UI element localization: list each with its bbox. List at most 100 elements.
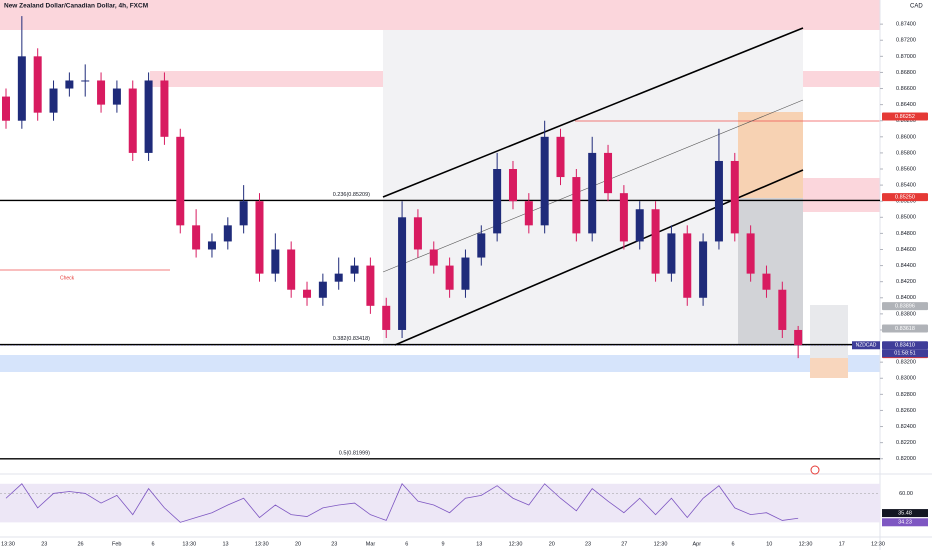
y-tick-label: 0.85200: [896, 199, 916, 205]
fib-label: 0.236(0.85209): [333, 192, 370, 198]
y-tick-label: 0.82600: [896, 408, 916, 414]
y-tick-label: 0.84800: [896, 231, 916, 237]
y-tick-label: 0.86800: [896, 70, 916, 76]
candle-body: [604, 152, 613, 194]
y-tick-label: 0.84000: [896, 295, 916, 301]
rsi-tag: [882, 509, 928, 518]
rsi-tick-label: 60.00: [899, 491, 913, 497]
x-tick-label: 6: [731, 541, 734, 547]
x-tick-label: 6: [405, 541, 408, 547]
symbol-tag: [852, 341, 880, 350]
channel-upper: [382, 27, 804, 198]
candle-body: [318, 281, 327, 298]
y-tick-label: 0.87400: [896, 22, 916, 28]
x-tick-label: 13:30: [1, 541, 15, 547]
candle-body: [477, 233, 486, 258]
x-tick-label: 20: [295, 541, 301, 547]
candle-body: [619, 193, 628, 242]
candle-body: [239, 201, 248, 226]
y-tick-label: 0.87000: [896, 54, 916, 60]
candle-body: [794, 329, 803, 346]
price-tag-label: 0.86252: [895, 114, 915, 120]
y-tick-label: 0.86400: [896, 102, 916, 108]
x-tick-label: 13: [222, 541, 228, 547]
x-tick-label: 23: [331, 541, 337, 547]
candle-body: [81, 80, 90, 82]
y-tick-label: 0.82000: [896, 456, 916, 462]
price-tag-label: 0.83618: [895, 326, 915, 332]
x-tick-label: 23: [585, 541, 591, 547]
candle-body: [112, 88, 121, 105]
candle-body: [651, 209, 660, 274]
rsi-tag: [882, 518, 928, 527]
rsi-tag-label: 35.48: [898, 511, 912, 517]
x-tick-label: 13:30: [255, 541, 269, 547]
candle-body: [714, 160, 723, 242]
x-tick-label: 13: [476, 541, 482, 547]
candle-body: [271, 249, 280, 274]
y-tick-label: 0.86000: [896, 134, 916, 140]
x-tick-label: 12:30: [509, 541, 523, 547]
y-tick-label: 0.82400: [896, 424, 916, 430]
rsi-band: [0, 483, 880, 523]
candle-body: [17, 56, 26, 121]
x-tick-label: Mar: [366, 541, 376, 547]
candle-body: [207, 241, 216, 250]
candle-body: [2, 96, 10, 121]
price-tag: [882, 302, 928, 311]
candle-body: [413, 217, 422, 250]
y-tick-label: 0.83200: [896, 360, 916, 366]
y-tick-label: 0.84400: [896, 263, 916, 269]
candle-body: [667, 233, 676, 274]
demand-zone: [0, 355, 880, 372]
y-tick-label: 0.82800: [896, 392, 916, 398]
x-tick-label: Feb: [112, 541, 121, 547]
y-tick-label: 0.84600: [896, 247, 916, 253]
candle-body: [33, 56, 42, 113]
x-tick-label: 10: [766, 541, 772, 547]
fib-label: 0.382(0.83418): [333, 336, 370, 342]
candle-body: [699, 241, 708, 298]
position-target: [738, 112, 803, 198]
rsi-line: [5, 483, 799, 523]
y-tick-label: 0.86600: [896, 86, 916, 92]
price-tag: [882, 341, 928, 350]
candle-body: [192, 225, 201, 250]
candle-body: [287, 249, 296, 290]
candle-body: [778, 289, 787, 330]
x-tick-label: 20: [549, 541, 555, 547]
candle-body: [255, 201, 264, 274]
candle-body: [65, 80, 74, 89]
price-tag-label: 0.83896: [895, 304, 915, 310]
x-tick-label: 26: [77, 541, 83, 547]
candle-body: [508, 169, 517, 202]
x-tick-label: 6: [151, 541, 154, 547]
candle-body: [176, 136, 185, 226]
countdown: 01:58:51: [894, 351, 915, 357]
candle-body: [334, 273, 343, 282]
candle-body: [588, 152, 597, 234]
candle-body: [303, 289, 312, 298]
x-tick-label: 12:30: [799, 541, 813, 547]
candle-body: [730, 160, 739, 234]
candle-body: [160, 80, 169, 137]
candle-body: [524, 201, 533, 226]
candle-body: [128, 88, 137, 153]
candle-body: [350, 265, 359, 274]
chart-title: New Zealand Dollar/Canadian Dollar, 4h, …: [4, 3, 148, 10]
x-tick-label: 13:30: [182, 541, 196, 547]
x-tick-label: 23: [41, 541, 47, 547]
y-tick-label: 0.83800: [896, 311, 916, 317]
rsi-tag-label: 34.23: [898, 520, 912, 526]
candle-body: [746, 233, 755, 274]
candle-body: [382, 305, 391, 330]
x-tick-label: 27: [621, 541, 627, 547]
y-tick-label: 0.82200: [896, 440, 916, 446]
candle-body: [572, 177, 581, 234]
y-tick-label: 0.85600: [896, 166, 916, 172]
candle-body: [49, 88, 58, 113]
candle-body: [540, 136, 549, 226]
countdown-tag: [882, 349, 928, 358]
price-tag: [882, 193, 928, 202]
